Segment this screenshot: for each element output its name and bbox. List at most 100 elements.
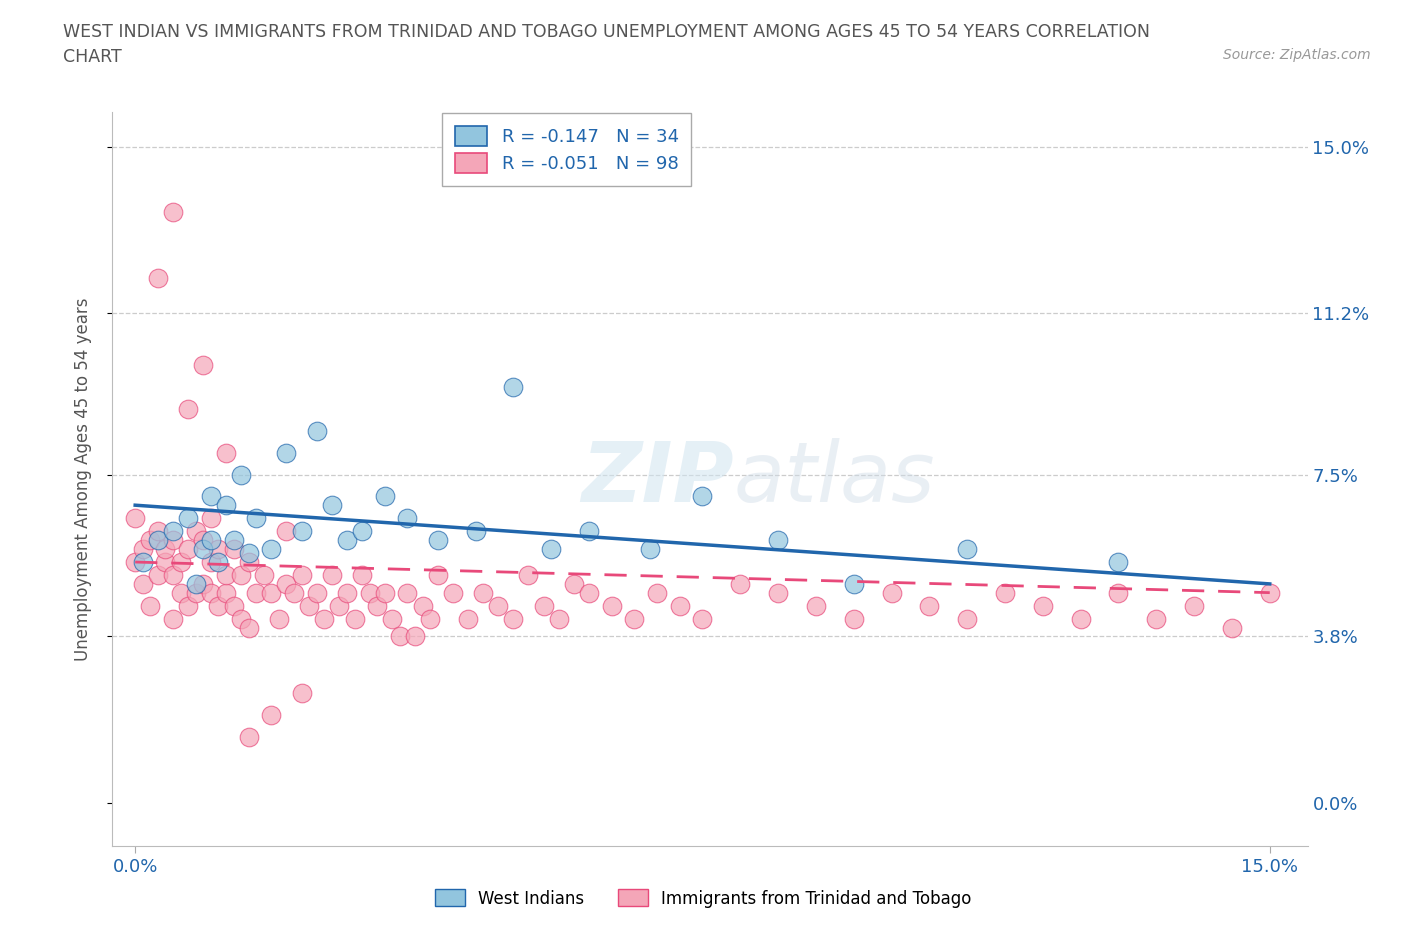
- Point: [766, 533, 789, 548]
- Point: [600, 598, 623, 613]
- Point: [842, 577, 865, 591]
- Point: [238, 729, 260, 744]
- Point: [207, 598, 229, 613]
- Point: [229, 467, 252, 482]
- Point: [253, 567, 276, 582]
- Point: [260, 541, 283, 556]
- Text: ZIP: ZIP: [581, 438, 734, 520]
- Point: [215, 585, 238, 600]
- Point: [1220, 620, 1243, 635]
- Point: [238, 546, 260, 561]
- Point: [200, 511, 222, 525]
- Point: [132, 554, 155, 569]
- Point: [162, 533, 184, 548]
- Point: [276, 445, 298, 460]
- Point: [426, 533, 449, 548]
- Legend: R = -0.147   N = 34, R = -0.051   N = 98: R = -0.147 N = 34, R = -0.051 N = 98: [441, 113, 692, 186]
- Point: [290, 685, 312, 700]
- Point: [472, 585, 495, 600]
- Point: [215, 445, 238, 460]
- Point: [200, 585, 222, 600]
- Point: [132, 541, 155, 556]
- Point: [956, 541, 979, 556]
- Point: [321, 567, 343, 582]
- Point: [396, 585, 419, 600]
- Legend: West Indians, Immigrants from Trinidad and Tobago: West Indians, Immigrants from Trinidad a…: [427, 883, 979, 914]
- Point: [766, 585, 789, 600]
- Point: [638, 541, 661, 556]
- Point: [426, 567, 449, 582]
- Point: [155, 541, 177, 556]
- Point: [1070, 611, 1092, 626]
- Point: [162, 567, 184, 582]
- Point: [314, 611, 336, 626]
- Point: [321, 498, 343, 512]
- Point: [229, 567, 252, 582]
- Point: [177, 511, 200, 525]
- Point: [352, 524, 374, 538]
- Point: [645, 585, 668, 600]
- Point: [177, 598, 200, 613]
- Point: [207, 554, 229, 569]
- Point: [193, 577, 215, 591]
- Point: [374, 489, 396, 504]
- Point: [146, 567, 169, 582]
- Point: [276, 577, 298, 591]
- Point: [215, 498, 238, 512]
- Point: [578, 585, 600, 600]
- Point: [139, 598, 162, 613]
- Point: [184, 585, 207, 600]
- Point: [245, 585, 267, 600]
- Point: [260, 708, 283, 723]
- Point: [1182, 598, 1205, 613]
- Point: [578, 524, 600, 538]
- Point: [139, 533, 162, 548]
- Point: [146, 533, 169, 548]
- Point: [162, 611, 184, 626]
- Text: CHART: CHART: [63, 48, 122, 66]
- Point: [200, 554, 222, 569]
- Point: [502, 611, 524, 626]
- Point: [366, 598, 388, 613]
- Point: [328, 598, 350, 613]
- Point: [200, 489, 222, 504]
- Point: [1032, 598, 1054, 613]
- Point: [352, 567, 374, 582]
- Point: [193, 533, 215, 548]
- Point: [547, 611, 569, 626]
- Point: [207, 541, 229, 556]
- Point: [162, 205, 184, 219]
- Point: [464, 524, 486, 538]
- Point: [1108, 554, 1130, 569]
- Point: [169, 585, 191, 600]
- Point: [177, 541, 200, 556]
- Point: [1258, 585, 1281, 600]
- Point: [804, 598, 827, 613]
- Text: atlas: atlas: [734, 438, 935, 520]
- Point: [562, 577, 585, 591]
- Point: [276, 524, 298, 538]
- Point: [146, 271, 169, 286]
- Point: [412, 598, 434, 613]
- Point: [229, 611, 252, 626]
- Point: [502, 379, 524, 394]
- Y-axis label: Unemployment Among Ages 45 to 54 years: Unemployment Among Ages 45 to 54 years: [73, 298, 91, 660]
- Point: [359, 585, 381, 600]
- Point: [238, 554, 260, 569]
- Point: [305, 423, 328, 438]
- Point: [132, 577, 155, 591]
- Point: [260, 585, 283, 600]
- Point: [486, 598, 509, 613]
- Point: [200, 533, 222, 548]
- Point: [419, 611, 441, 626]
- Point: [193, 358, 215, 373]
- Point: [336, 585, 359, 600]
- Point: [533, 598, 555, 613]
- Text: WEST INDIAN VS IMMIGRANTS FROM TRINIDAD AND TOBAGO UNEMPLOYMENT AMONG AGES 45 TO: WEST INDIAN VS IMMIGRANTS FROM TRINIDAD …: [63, 23, 1150, 41]
- Point: [177, 402, 200, 417]
- Text: Source: ZipAtlas.com: Source: ZipAtlas.com: [1223, 48, 1371, 62]
- Point: [623, 611, 645, 626]
- Point: [267, 611, 290, 626]
- Point: [336, 533, 359, 548]
- Point: [404, 629, 426, 644]
